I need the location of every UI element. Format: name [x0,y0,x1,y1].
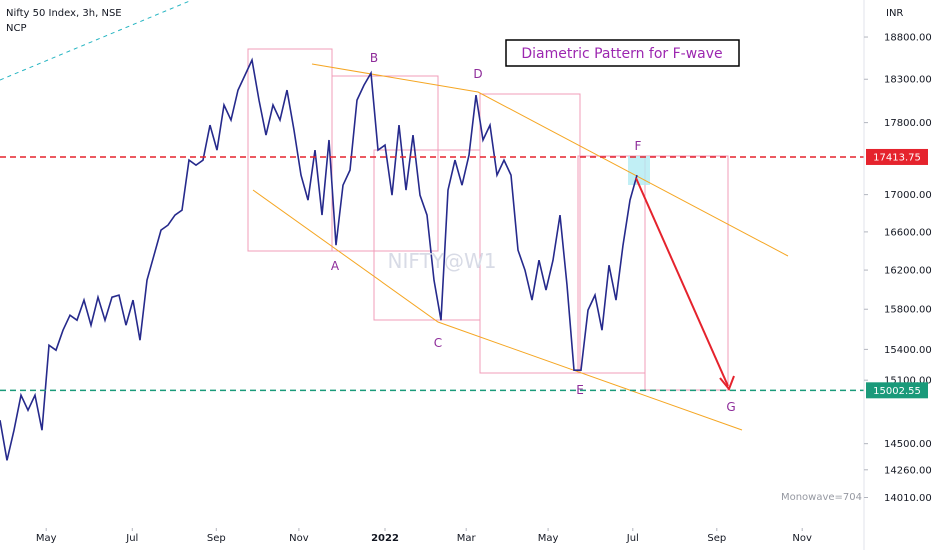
x-tick-label: Sep [207,533,226,544]
indicator: NCP [6,23,27,34]
x-tick-label: 2022 [371,533,399,544]
x-tick-label: Jul [626,533,639,544]
trend-line [0,0,193,81]
chart-title: Diametric Pattern for F-wave [521,46,722,62]
channel-lines [252,63,789,431]
price-line [0,57,638,461]
footer-note: Monowave=704 [781,492,862,503]
x-tick-label: Jul [125,533,138,544]
y-tick-label: 17000.00 [884,190,932,201]
wave-label: D [473,67,482,81]
wave-labels: A B C D E F G [331,51,736,414]
y-tick-label: 15800.00 [884,305,932,316]
watermark: NIFTY@W1 [388,249,497,273]
y-tick-label: 14500.00 [884,439,932,450]
wave-label: F [635,139,642,153]
wave-label: C [434,336,442,350]
y-tick-label: 14260.00 [884,465,932,476]
x-tick-label: May [538,533,559,544]
y-tick-label: 18300.00 [884,75,932,86]
pattern-boxes [247,48,729,391]
target-zone [628,156,650,185]
level-label: 17413.75 [873,152,921,163]
wave-label: B [370,51,378,65]
y-tick-label: 18800.00 [884,33,932,44]
wave-label: G [726,400,735,414]
level-label: 15002.55 [873,386,921,397]
y-tick-label: 16200.00 [884,266,932,277]
wave-label: A [331,259,340,273]
x-tick-label: May [36,533,57,544]
y-tick-label: 16600.00 [884,227,932,238]
x-tick-label: Mar [457,533,477,544]
y-tick-label: 17800.00 [884,118,932,129]
level-badge [866,148,928,165]
y-tick-label: 14010.00 [884,493,932,504]
projection-arrow [635,177,729,387]
currency: INR [886,8,903,19]
arrow-head [719,375,735,391]
wave-label: E [576,383,584,397]
x-tick-label: Nov [792,533,812,544]
level-badge [866,382,928,399]
symbol: Nifty 50 Index, 3h, NSE [6,8,122,19]
y-tick-label: 15100.00 [884,376,932,387]
x-tick-label: Sep [707,533,726,544]
y-tick-label: 15400.00 [884,345,932,356]
x-tick-label: Nov [289,533,309,544]
title-box [505,39,740,67]
